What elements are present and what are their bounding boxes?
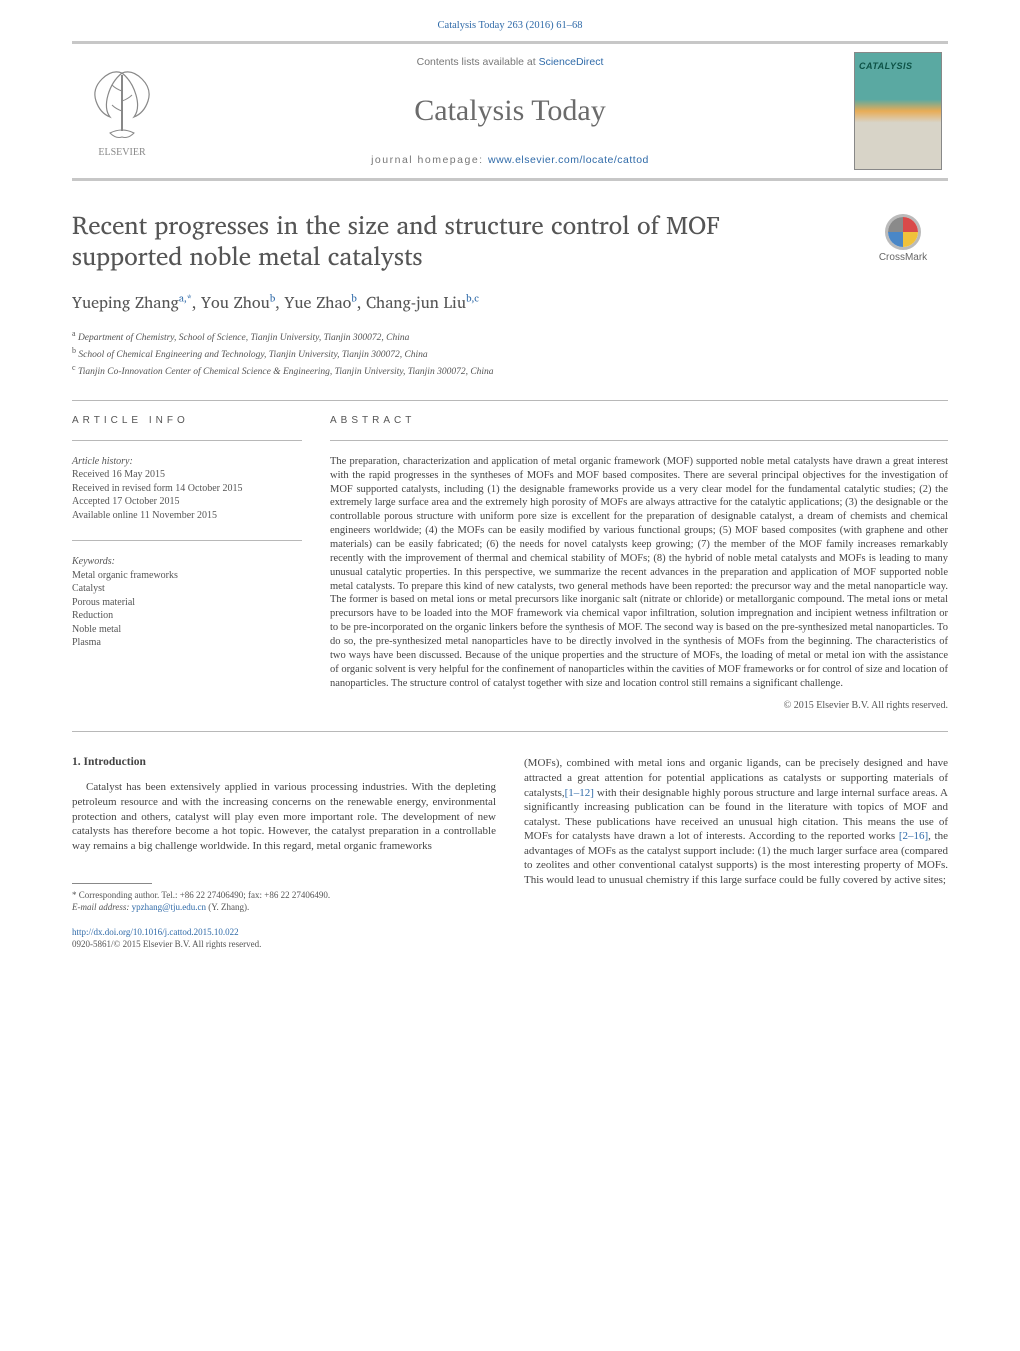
elsevier-tree-icon: ELSEVIER [82,61,162,161]
contents-available-line: Contents lists available at ScienceDirec… [417,56,604,68]
authors-line: Yueping Zhanga,*, You Zhoub, Yue Zhaob, … [72,290,948,316]
keyword-line: Metal organic frameworks [72,569,302,583]
history-label: Article history: [72,455,302,469]
divider-keywords [72,540,302,541]
affiliations: a Department of Chemistry, School of Sci… [72,328,948,380]
elsevier-text: ELSEVIER [98,147,146,158]
journal-homepage-line: journal homepage: www.elsevier.com/locat… [371,154,649,166]
header-citation-link[interactable]: Catalysis Today 263 (2016) 61–68 [438,20,583,31]
keyword-line: Reduction [72,609,302,623]
history-line: Received in revised form 14 October 2015 [72,482,302,496]
history-line: Received 16 May 2015 [72,468,302,482]
journal-header: ELSEVIER Contents lists available at Sci… [72,41,948,181]
issn-copyright: 0920-5861/© 2015 Elsevier B.V. All right… [72,939,496,951]
divider-abstract [330,440,948,441]
crossmark-label: CrossMark [858,252,948,263]
header-citation: Catalysis Today 263 (2016) 61–68 [72,20,948,31]
affiliation-line: a Department of Chemistry, School of Sci… [72,328,948,345]
journal-cover-title: CATALYSIS [859,61,937,71]
journal-homepage-link[interactable]: www.elsevier.com/locate/cattod [488,154,649,166]
footer-block: http://dx.doi.org/10.1016/j.cattod.2015.… [72,927,496,950]
journal-cover: CATALYSIS [848,44,948,178]
crossmark-badge[interactable]: CrossMark [858,214,948,263]
article-title: Recent progresses in the size and struct… [72,209,792,272]
history-line: Accepted 17 October 2015 [72,495,302,509]
sciencedirect-link[interactable]: ScienceDirect [539,56,604,68]
affiliation-line: b School of Chemical Engineering and Tec… [72,345,948,362]
article-info-heading: ARTICLE INFO [72,415,302,426]
elsevier-logo: ELSEVIER [72,44,172,178]
abstract-text: The preparation, characterization and ap… [330,455,948,691]
journal-name: Catalysis Today [414,94,606,128]
divider-info [72,440,302,441]
abstract-copyright: © 2015 Elsevier B.V. All rights reserved… [330,700,948,711]
section-1-heading: 1. Introduction [72,756,496,768]
ref-link[interactable]: [2–16] [899,830,928,842]
keyword-line: Noble metal [72,623,302,637]
intro-col1-text: Catalyst has been extensively applied in… [72,780,496,853]
article-history: Article history: Received 16 May 2015Rec… [72,455,302,523]
doi-link[interactable]: http://dx.doi.org/10.1016/j.cattod.2015.… [72,927,239,937]
ref-link[interactable]: [1–12] [565,787,594,799]
keyword-line: Porous material [72,596,302,610]
keyword-line: Catalyst [72,582,302,596]
footnote-rule [72,883,152,884]
divider-top [72,400,948,401]
history-line: Available online 11 November 2015 [72,509,302,523]
keywords-label: Keywords: [72,555,302,569]
corresponding-email-link[interactable]: ypzhang@tju.edu.cn [132,902,206,912]
corresponding-line: * Corresponding author. Tel.: +86 22 274… [72,890,496,902]
email-suffix: (Y. Zhang). [208,902,249,912]
crossmark-icon [885,214,921,250]
keywords-block: Keywords: Metal organic frameworksCataly… [72,555,302,650]
corresponding-footnote: * Corresponding author. Tel.: +86 22 274… [72,890,496,913]
divider-body [72,731,948,732]
intro-col2-text: (MOFs), combined with metal ions and org… [524,756,948,887]
keyword-line: Plasma [72,636,302,650]
journal-cover-image: CATALYSIS [854,52,942,170]
affiliation-line: c Tianjin Co-Innovation Center of Chemic… [72,362,948,379]
abstract-heading: ABSTRACT [330,415,948,426]
email-label: E-mail address: [72,902,132,912]
